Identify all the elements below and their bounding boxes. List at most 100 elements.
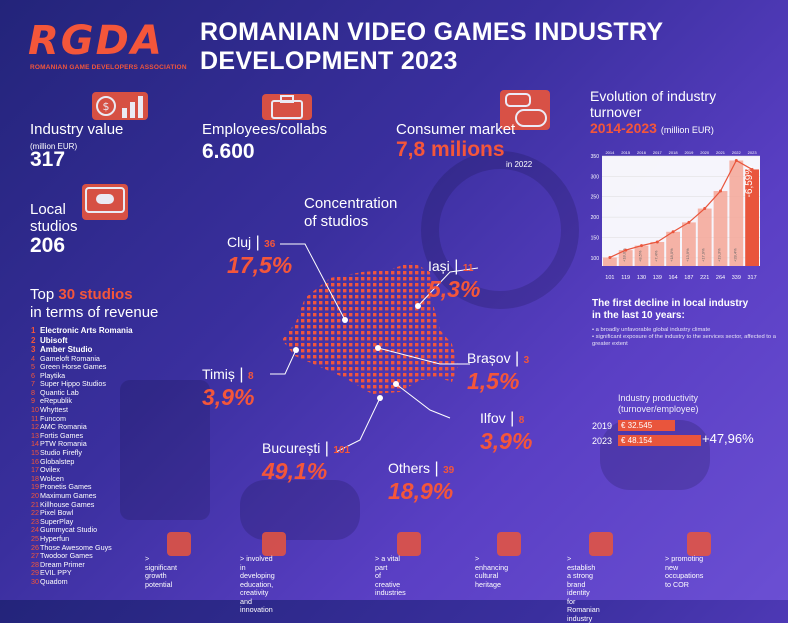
footer-benefit-line: a strong brand identity [567,572,600,598]
productivity-row: 2019€ 32.545 [592,420,752,431]
region-others-pct: 18,9% [388,478,454,505]
y-tick-label: 200 [591,215,600,221]
productivity-year: 2023 [592,436,618,446]
region-brasov-name: Brașov [467,350,511,366]
region-iasi-count: 11 [463,263,474,274]
footer-benefit-line: > involved in [240,555,275,572]
evolution-range: 2014-2023 [590,120,657,136]
x-category-label: 2021 [716,150,726,155]
productivity-bar: € 32.545 [618,420,675,431]
region-cluj-name: Cluj [227,234,251,250]
footer-benefit-line: industries [375,589,406,598]
productivity-change: +47,96% [702,431,754,446]
decline-reasons: • a broadly unfavorable global industry … [592,327,782,348]
trend-point [608,256,611,259]
region-cluj-pct: 17,5% [227,252,292,279]
evolution-unit: (million EUR) [661,125,714,135]
bar-value-label: 221 [700,275,709,281]
trend-point [640,244,643,247]
growth-chart-icon [167,532,191,556]
productivity-title-line2: (turnover/employee) [618,404,699,415]
trend-point [672,230,675,233]
y-tick-label: 300 [591,174,600,180]
y-tick-label: 100 [591,256,600,262]
trend-point [624,249,627,252]
trend-point [687,221,690,224]
evolution-chart: 10015020025030035020141012015119+18,0%20… [580,146,766,296]
bar-value-label: 164 [669,275,678,281]
footer-benefit-line: to COR [665,581,703,590]
decline-reason-2: • significant exposure of the industry t… [592,334,782,348]
region-ilfov: Ilfov | 8 3,9% [480,410,532,455]
region-brasov-count: 3 [524,355,530,366]
trend-point [656,240,659,243]
bar-value-label: 264 [716,275,725,281]
trend-point [719,190,722,193]
region-bucuresti-count: 101 [333,445,350,456]
region-cluj: Cluj | 36 17,5% [227,234,292,279]
y-tick-label: 250 [591,195,600,201]
bar-value-label: 130 [637,275,646,281]
growth-label: +19,3% [717,248,722,262]
growth-label: +18,0% [669,248,674,262]
region-others-name: Others [388,460,430,476]
region-bucuresti: București | 101 49,1% [262,440,350,485]
region-timis: Timiș | 8 3,9% [202,366,254,411]
footer-benefit-line: > enhancing [475,555,508,572]
education-icon [262,532,286,556]
trend-point [751,168,754,171]
region-bucuresti-name: București [262,440,320,456]
growth-label: +7,4% [653,250,658,262]
decline-title-line2: in the last 10 years: [592,310,748,322]
footer-benefit-line: of creative [375,572,406,589]
decline-title-line1: The first decline in local industry [592,298,748,310]
footer-benefit-line: > establish [567,555,600,572]
x-category-label: 2015 [621,150,631,155]
bar-value-label: 187 [684,275,693,281]
region-timis-pct: 3,9% [202,384,254,411]
footer-benefit-line: heritage [475,581,508,590]
productivity-bar: € 48.154 [618,435,701,446]
region-bucuresti-pct: 49,1% [262,458,350,485]
footer-benefit-line: > a vital part [375,555,406,572]
footer-benefit-line: developing education, [240,572,275,589]
region-timis-count: 8 [248,371,254,382]
region-iasi-name: Iași [428,258,450,274]
productivity-title: Industry productivity (turnover/employee… [618,393,699,415]
footer-benefit-line: potential [145,581,177,590]
occupations-icon [687,532,711,556]
bar-value-label: 119 [621,275,630,281]
productivity-year: 2019 [592,421,618,431]
evolution-title: Evolution of industry turnover 2014-2023… [590,88,770,138]
region-ilfov-pct: 3,9% [480,428,532,455]
growth-label: +17,9% [701,248,706,262]
region-others-count: 39 [443,465,454,476]
region-iasi-pct: 5,3% [428,276,480,303]
bar-value-label: 339 [732,275,741,281]
region-ilfov-name: Ilfov [480,410,506,426]
y-tick-label: 350 [591,154,600,160]
region-iasi: Iași | 11 5,3% [428,258,480,303]
x-category-label: 2018 [669,150,679,155]
x-category-label: 2016 [637,150,647,155]
x-category-label: 2020 [700,150,710,155]
decline-reason-1: • a broadly unfavorable global industry … [592,327,782,334]
x-category-label: 2019 [684,150,694,155]
region-timis-name: Timiș [202,366,235,382]
footer-benefit-line: > significant [145,555,177,572]
museum-icon [497,532,521,556]
footer-benefit-line: new occupations [665,564,703,581]
footer-benefit-line: creativity and innovation [240,589,275,615]
region-brasov: Brașov | 3 1,5% [467,350,529,395]
bar-value-label: 317 [748,275,757,281]
trend-point [703,207,706,210]
growth-label: +13,9% [685,248,690,262]
bar-value-label: 139 [653,275,662,281]
bar-value-label: 101 [605,275,614,281]
region-others: Others | 39 18,9% [388,460,454,505]
